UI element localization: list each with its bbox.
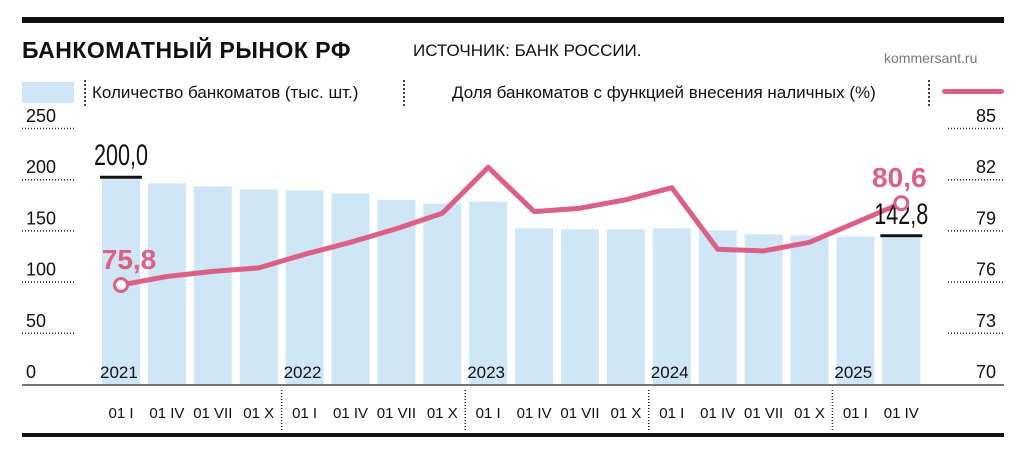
x-tick-label: 01 VII <box>377 405 416 422</box>
legend-line-swatch <box>942 89 1004 94</box>
chart-title: БАНКОМАТНЫЙ РЫНОК РФ <box>22 37 351 63</box>
y-right-tick-label: 79 <box>976 208 996 228</box>
bar <box>744 234 783 384</box>
y-right-tick-label: 82 <box>976 157 996 177</box>
x-tick-label: 01 X <box>243 405 274 422</box>
bar <box>239 189 278 384</box>
x-tick-label: 01 IV <box>517 405 552 422</box>
legend-separator <box>84 80 86 106</box>
source-note: ИСТОЧНИК: БАНК РОССИИ. <box>413 41 642 60</box>
legend-line-label: Доля банкоматов с функцией внесения нали… <box>452 83 876 102</box>
line-point-marker <box>893 195 910 212</box>
y-right-tick-label: 85 <box>976 106 996 126</box>
x-tick-label: 01 I <box>108 405 133 422</box>
line-point-marker <box>113 277 129 294</box>
x-tick-label: 01 IV <box>333 405 368 422</box>
x-tick-label: 01 I <box>292 405 317 422</box>
x-tick-label: 01 X <box>427 405 458 422</box>
x-tick-label: 01 VII <box>744 405 783 422</box>
bar <box>515 228 554 384</box>
legend-bars-label: Количество банкоматов (тыс. шт.) <box>92 83 359 102</box>
x-tick-label: 01 I <box>659 405 684 422</box>
bar <box>193 186 232 384</box>
year-label: 2021 <box>100 363 138 382</box>
x-tick-label: 01 VII <box>193 405 232 422</box>
top-rule <box>22 17 1004 23</box>
bar <box>561 229 599 384</box>
x-tick-label: 01 VII <box>560 405 599 422</box>
legend-bar-swatch <box>22 82 74 103</box>
bar <box>285 190 324 384</box>
line-data-label: 80,6 <box>872 162 927 193</box>
y-left-tick-label: 200 <box>26 157 56 177</box>
y-right-tick-label: 73 <box>976 311 996 331</box>
bar <box>836 236 875 384</box>
site-credit: kommersant.ru <box>884 50 978 66</box>
bar <box>790 235 829 384</box>
bar <box>882 237 921 384</box>
bar <box>331 193 370 384</box>
x-tick-label: 01 IV <box>149 405 184 422</box>
bar <box>652 228 691 384</box>
year-label: 2025 <box>834 363 872 382</box>
x-tick-label: 01 I <box>476 405 501 422</box>
y-left-tick-label: 0 <box>26 362 36 382</box>
bar <box>606 229 645 384</box>
bar <box>423 203 462 384</box>
x-tick-label: 01 X <box>794 405 825 422</box>
legend-separator <box>403 80 405 106</box>
y-left-tick-label: 50 <box>26 311 46 331</box>
x-tick-label: 01 X <box>610 405 641 422</box>
year-label: 2024 <box>651 363 689 382</box>
y-left-tick-label: 250 <box>26 106 56 126</box>
y-left-tick-label: 150 <box>26 208 56 228</box>
bar-data-label: 200,0 <box>94 138 148 172</box>
bar <box>469 201 508 384</box>
bottom-rule <box>22 433 1004 437</box>
x-tick-label: 01 IV <box>700 405 735 422</box>
y-right-tick-label: 76 <box>976 260 996 280</box>
bar <box>147 183 186 384</box>
series-line <box>118 164 904 288</box>
year-label: 2023 <box>467 363 505 382</box>
line-data-label: 75,8 <box>102 244 157 275</box>
x-tick-label: 01 I <box>843 405 868 422</box>
legend-separator <box>928 80 930 106</box>
bar <box>698 230 737 384</box>
x-tick-label: 01 IV <box>884 405 919 422</box>
y-right-tick-label: 70 <box>976 362 996 382</box>
year-label: 2022 <box>284 363 322 382</box>
y-left-tick-label: 100 <box>26 260 56 280</box>
